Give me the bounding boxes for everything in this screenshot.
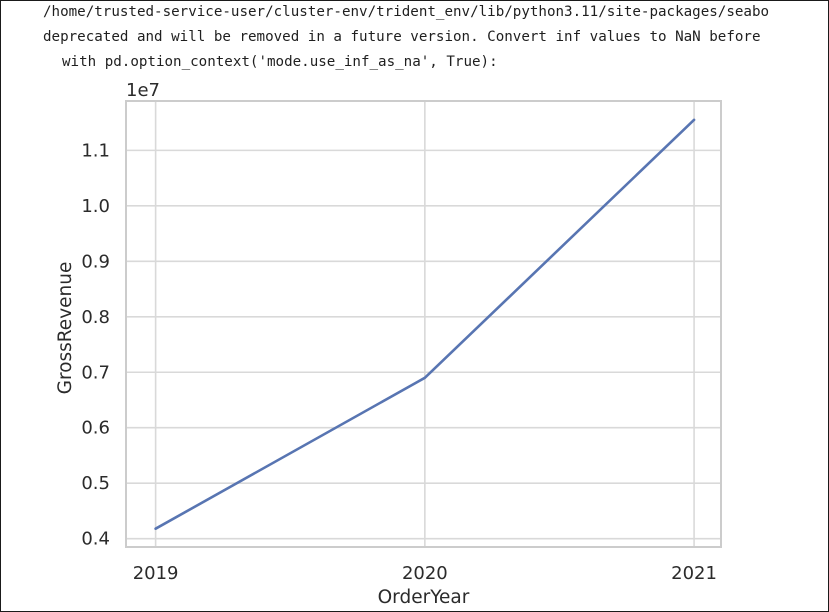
y-tick-label: 0.7 <box>81 362 110 383</box>
y-offset-label: 1e7 <box>126 80 160 101</box>
grid-lines <box>126 101 721 547</box>
y-tick-label: 0.8 <box>81 307 110 328</box>
x-tick-label: 2021 <box>671 563 717 584</box>
plot-frame <box>125 100 722 548</box>
y-tick-label: 0.6 <box>81 418 110 439</box>
y-tick-label: 1.1 <box>81 140 110 161</box>
y-tick-label: 0.5 <box>81 473 110 494</box>
y-tick-label: 0.4 <box>81 529 110 550</box>
x-tick-label: 2020 <box>402 563 448 584</box>
warning-line-3: with pd.option_context('mode.use_inf_as_… <box>62 54 498 70</box>
y-axis-title: GrossRevenue <box>55 262 76 395</box>
chart-labels: 0.4 0.5 0.6 0.7 0.8 0.9 1.0 1.1 2019 2020 2021 1e7 O… <box>55 80 717 608</box>
warning-line-1: /home/trusted-service-user/cluster-env/t… <box>43 4 770 20</box>
series-line <box>154 118 696 530</box>
x-axis-title: OrderYear <box>378 587 470 608</box>
warning-line-2: deprecated and will be removed in a futu… <box>43 29 761 45</box>
y-tick-label: 0.9 <box>81 251 110 272</box>
chart-marks <box>154 118 696 530</box>
y-tick-label: 1.0 <box>81 196 110 217</box>
warning-output: /home/trusted-service-user/cluster-env/t… <box>1 1 828 126</box>
x-tick-label: 2019 <box>133 563 179 584</box>
